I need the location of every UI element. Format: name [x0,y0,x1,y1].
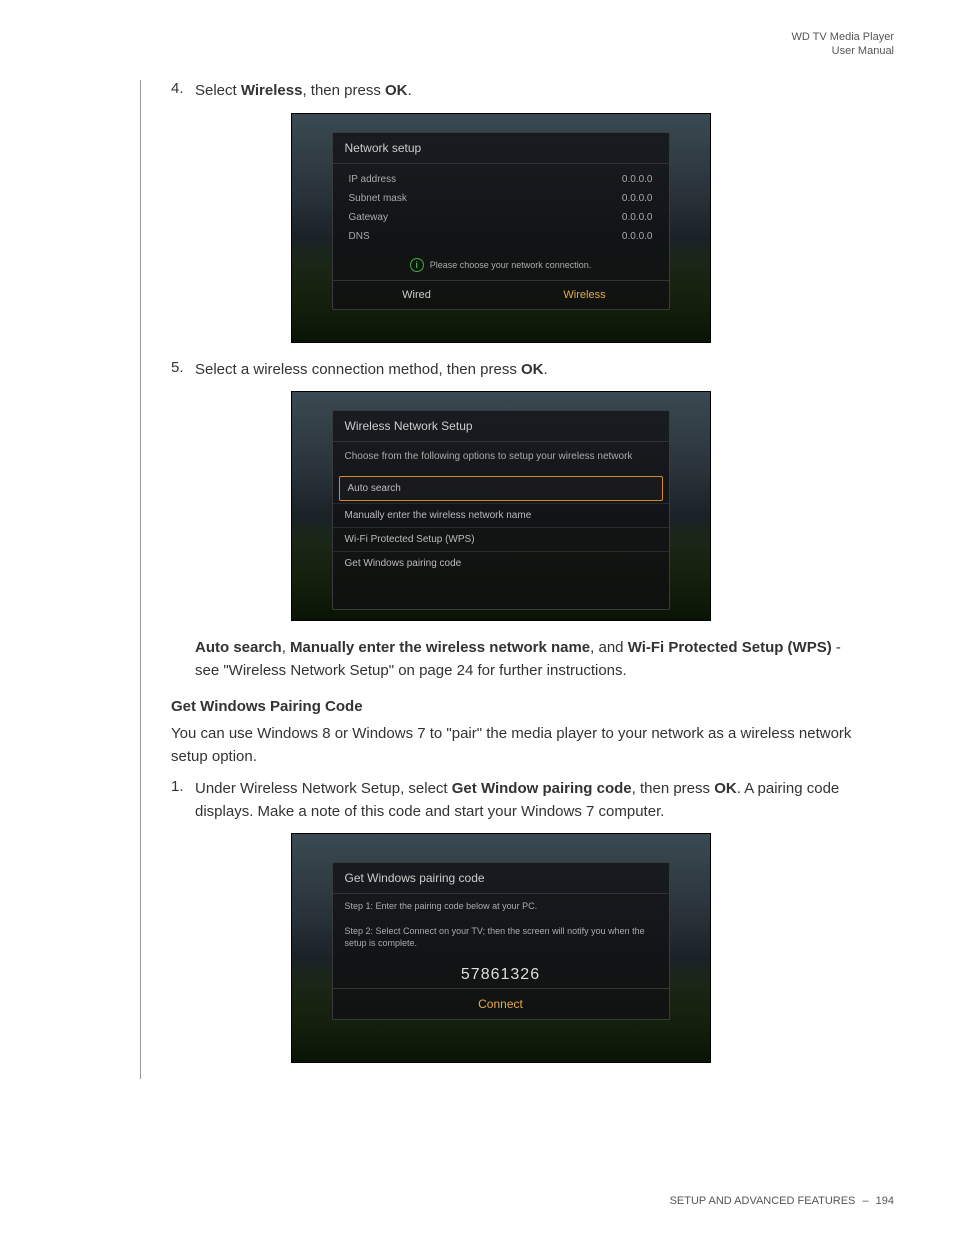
step-text: Under Wireless Network Setup, select Get… [195,778,860,823]
step-number: 1. [171,778,195,823]
panel-title: Get Windows pairing code [333,863,669,894]
text: . [407,82,411,99]
text: , then press [632,780,715,797]
row-value: 0.0.0.0 [622,212,653,223]
panel-subtitle: Choose from the following options to set… [333,442,669,474]
screenshot-wireless-setup: Wireless Network Setup Choose from the f… [291,391,711,621]
tv-inner: Wireless Network Setup Choose from the f… [292,392,710,620]
bold: OK [714,780,737,797]
bold: Get Window pairing code [452,780,632,797]
text: Select a wireless connection method, the… [195,361,521,378]
option-wps[interactable]: Wi-Fi Protected Setup (WPS) [333,527,669,551]
network-setup-panel: Network setup IP address 0.0.0.0 Subnet m… [332,132,670,310]
info-line: i Please choose your network connection. [333,248,669,280]
step-text: Select a wireless connection method, the… [195,359,860,382]
row-value: 0.0.0.0 [622,174,653,185]
heading-pairing: Get Windows Pairing Code [141,698,860,715]
tv-inner: Network setup IP address 0.0.0.0 Subnet m… [292,114,710,320]
main-content: 4. Select Wireless, then press OK. Netwo… [140,80,860,1079]
connection-buttons: Wired Wireless [333,280,669,309]
pairing-step2-text: Step 2: Select Connect on your TV; then … [333,919,669,956]
pairing-intro: You can use Windows 8 or Windows 7 to "p… [141,723,860,768]
panel-spacer [333,583,669,609]
step-5: 5. Select a wireless connection method, … [141,359,860,382]
bold: Wireless [241,82,303,99]
ip-rows: IP address 0.0.0.0 Subnet mask 0.0.0.0 Gat… [333,164,669,248]
step-4: 4. Select Wireless, then press OK. [141,80,860,103]
footer-section: SETUP AND ADVANCED FEATURES [670,1195,856,1207]
panel-title: Network setup [333,133,669,164]
bold: OK [521,361,544,378]
tv-inner: Get Windows pairing code Step 1: Enter t… [292,834,710,1030]
text: Select [195,82,241,99]
bold: Wi-Fi Protected Setup (WPS) [628,639,832,656]
pairing-panel: Get Windows pairing code Step 1: Enter t… [332,862,670,1020]
row-dns: DNS 0.0.0.0 [333,227,669,246]
page-footer: SETUP AND ADVANCED FEATURES – 194 [670,1195,894,1207]
bold: Auto search [195,639,282,656]
option-manual[interactable]: Manually enter the wireless network name [333,503,669,527]
footer-page: 194 [876,1195,894,1207]
footer-sep: – [862,1195,868,1207]
header-line2: User Manual [792,44,895,58]
bold: OK [385,82,408,99]
wired-button[interactable]: Wired [333,281,501,309]
header-line1: WD TV Media Player [792,30,895,44]
info-text: Please choose your network connection. [430,260,592,270]
pairing-step-1: 1. Under Wireless Network Setup, select … [141,778,860,823]
row-label: Gateway [349,212,388,223]
screenshot-network-setup: Network setup IP address 0.0.0.0 Subnet m… [291,113,711,343]
row-mask: Subnet mask 0.0.0.0 [333,189,669,208]
option-auto-search[interactable]: Auto search [339,476,663,501]
text: . [544,361,548,378]
pairing-step1-text: Step 1: Enter the pairing code below at … [333,894,669,919]
panel-title: Wireless Network Setup [333,411,669,442]
text: , [282,639,290,656]
row-gateway: Gateway 0.0.0.0 [333,208,669,227]
page-header: WD TV Media Player User Manual [792,30,895,59]
text: , and [590,639,628,656]
bold: Manually enter the wireless network name [290,639,590,656]
step-number: 5. [171,359,195,382]
row-ip: IP address 0.0.0.0 [333,170,669,189]
wireless-button[interactable]: Wireless [501,281,669,309]
text: Under Wireless Network Setup, select [195,780,452,797]
info-icon: i [410,258,424,272]
row-value: 0.0.0.0 [622,193,653,204]
row-label: IP address [349,174,397,185]
step-text: Select Wireless, then press OK. [195,80,860,103]
option-pairing[interactable]: Get Windows pairing code [333,551,669,583]
pairing-code: 57861326 [333,956,669,988]
text: , then press [302,82,385,99]
step-number: 4. [171,80,195,103]
connect-button[interactable]: Connect [333,988,669,1019]
row-label: Subnet mask [349,193,407,204]
screenshot-pairing-code: Get Windows pairing code Step 1: Enter t… [291,833,711,1063]
wireless-setup-panel: Wireless Network Setup Choose from the f… [332,410,670,610]
options-summary: Auto search, Manually enter the wireless… [141,637,860,682]
row-value: 0.0.0.0 [622,231,653,242]
row-label: DNS [349,231,370,242]
